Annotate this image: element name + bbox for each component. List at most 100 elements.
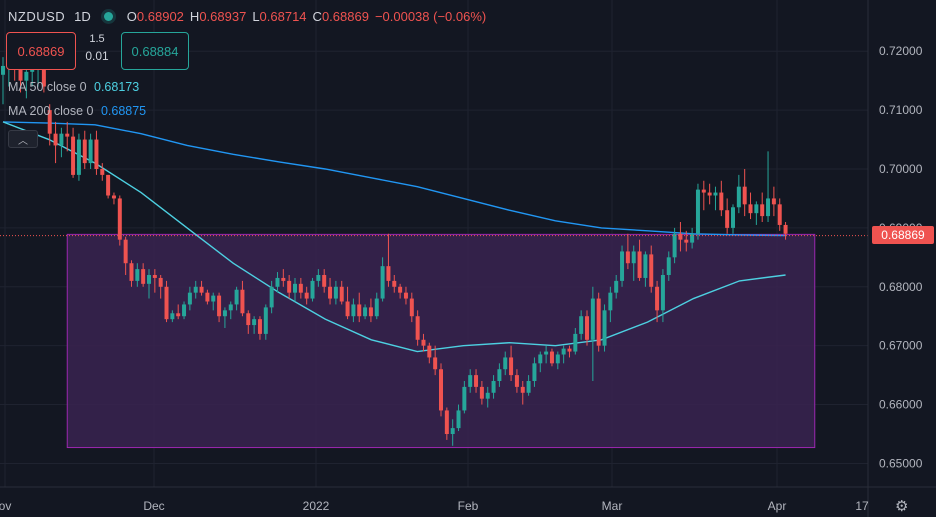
price-axis[interactable]: 0.720000.710000.700000.690000.680000.670… [867,0,923,517]
candle [287,275,292,299]
candle-body [608,292,613,311]
candle-body [503,357,508,370]
candle-body [713,192,718,196]
candle-body [421,339,426,346]
candle-body [386,266,391,281]
candle-body [158,277,163,287]
open-label: O [126,8,137,24]
candle-body [433,357,438,370]
time-tick-label: Dec [143,499,164,513]
candle-body [725,210,730,228]
candle-body [485,392,490,399]
candle-body [509,357,514,376]
candle-body [47,110,52,134]
candle-body [766,198,771,217]
candle [111,192,116,205]
candle-body [561,348,566,355]
candle-body [643,254,648,278]
candle-body [660,275,665,311]
candle [503,351,508,376]
candle [345,286,350,320]
candle [71,127,76,178]
candle-body [672,233,677,258]
candle-body [666,257,671,275]
candle [275,272,280,293]
time-tick-label: 2022 [303,499,330,513]
candle [135,263,140,287]
candle [695,183,700,240]
candle-body [222,310,227,317]
ma50-line [2,121,786,353]
ma200-label: MA 200 close 0 [8,104,94,118]
candle-body [567,348,572,352]
candle [316,269,321,287]
candle [100,163,105,181]
candle [783,222,788,240]
symbol-name[interactable]: NZDUSD [8,8,66,24]
ma50-legend[interactable]: MA 50 close 0 0.68173 [8,80,139,94]
candle [199,280,204,296]
candle-body [614,280,619,293]
candle-body [392,280,397,287]
candle-body [269,286,274,308]
candle-body [444,410,449,434]
candle-body [199,286,204,293]
candle [713,186,718,211]
candle [281,269,286,287]
collapse-legend-icon[interactable]: ︿ [8,130,38,148]
candle [514,369,519,393]
candle-body [544,351,549,355]
candle [403,286,408,305]
close-label: C [312,8,322,24]
candle-body [649,254,654,287]
candle [491,375,496,399]
candle-body [298,283,303,293]
settings-gear-icon[interactable]: ⚙ [895,498,909,515]
candle [88,133,93,169]
candle-body [526,381,531,393]
candle-body [514,375,519,387]
price-tick-label: 0.65000 [879,456,923,470]
candle-body [573,333,578,352]
low-value: 0.68714 [259,8,307,24]
candle-body [123,239,128,264]
time-axis[interactable]: ov Dec 2022 Feb Mar Apr 17 [0,486,936,513]
candle-body [65,133,70,137]
candle [468,369,473,393]
time-tick-label: 17 [855,499,869,513]
sell-button[interactable]: 0.68869 [6,32,76,70]
candle-body [655,286,660,311]
ma200-path [2,121,786,237]
candle [736,174,741,214]
candle-body [117,198,122,240]
ma200-legend[interactable]: MA 200 close 0 0.68875 [8,104,146,118]
candle-body [182,304,187,317]
low-label: L [252,8,260,24]
candle-body [263,307,268,334]
ma50-label: MA 50 close 0 [8,80,87,94]
candle-body [170,313,175,320]
high-value: 0.68937 [199,8,247,24]
candle [579,310,584,340]
candle-body [88,139,93,164]
candle-body [585,316,589,340]
price-tick-label: 0.72000 [879,44,923,58]
quantity-value[interactable]: 0.01 [85,49,109,63]
candle-body [368,307,373,317]
timeframe-label[interactable]: 1D [74,8,91,24]
candle [672,227,677,264]
candle [392,275,397,293]
candle [257,316,262,340]
close-value: 0.68869 [321,8,369,24]
candle-body [415,316,420,340]
candle [158,275,163,299]
candle [474,369,479,393]
buy-button[interactable]: 0.68884 [121,32,189,70]
candle-body [316,275,321,281]
candle-body [293,283,297,293]
candle [252,316,257,334]
candle-body [217,295,222,317]
quantity-panel[interactable]: 1.5 0.01 [79,31,115,65]
candle [263,304,268,340]
